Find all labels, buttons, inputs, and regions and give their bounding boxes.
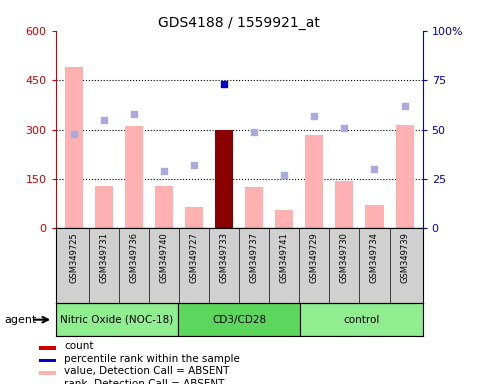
Point xyxy=(341,124,348,131)
Point xyxy=(190,162,198,168)
Text: GSM349731: GSM349731 xyxy=(99,232,108,283)
Text: GSM349729: GSM349729 xyxy=(310,232,319,283)
Bar xyxy=(39,359,56,362)
Text: GSM349725: GSM349725 xyxy=(69,232,78,283)
Bar xyxy=(396,125,413,228)
Text: percentile rank within the sample: percentile rank within the sample xyxy=(64,354,240,364)
Point xyxy=(130,111,138,117)
Text: rank, Detection Call = ABSENT: rank, Detection Call = ABSENT xyxy=(64,379,225,384)
Point xyxy=(401,103,409,109)
Text: Nitric Oxide (NOC-18): Nitric Oxide (NOC-18) xyxy=(60,314,173,325)
Text: GSM349740: GSM349740 xyxy=(159,232,169,283)
Bar xyxy=(366,205,384,228)
Text: GSM349734: GSM349734 xyxy=(370,232,379,283)
Point xyxy=(311,113,318,119)
Bar xyxy=(300,303,423,336)
Bar xyxy=(39,371,56,374)
Title: GDS4188 / 1559921_at: GDS4188 / 1559921_at xyxy=(158,16,320,30)
Bar xyxy=(305,134,323,228)
Point xyxy=(250,129,258,135)
Bar xyxy=(125,126,143,228)
Text: GSM349736: GSM349736 xyxy=(129,232,138,283)
Bar xyxy=(56,303,178,336)
Text: value, Detection Call = ABSENT: value, Detection Call = ABSENT xyxy=(64,366,229,376)
Point xyxy=(370,166,378,172)
Bar xyxy=(39,346,56,349)
Text: agent: agent xyxy=(5,314,37,325)
Bar xyxy=(275,210,293,228)
Text: GSM349727: GSM349727 xyxy=(189,232,199,283)
Point xyxy=(100,117,108,123)
Bar xyxy=(95,185,113,228)
Point xyxy=(220,81,228,87)
Text: GSM349730: GSM349730 xyxy=(340,232,349,283)
Bar xyxy=(335,181,354,228)
Text: control: control xyxy=(343,314,380,325)
Text: CD3/CD28: CD3/CD28 xyxy=(212,314,266,325)
Point xyxy=(160,168,168,174)
Bar xyxy=(185,207,203,228)
Bar xyxy=(215,129,233,228)
Text: GSM349741: GSM349741 xyxy=(280,232,289,283)
Point xyxy=(280,172,288,178)
Bar xyxy=(245,187,263,228)
Bar xyxy=(178,303,300,336)
Text: GSM349739: GSM349739 xyxy=(400,232,409,283)
Bar xyxy=(155,185,173,228)
Text: GSM349737: GSM349737 xyxy=(250,232,258,283)
Point xyxy=(70,131,77,137)
Bar xyxy=(65,67,83,228)
Text: GSM349733: GSM349733 xyxy=(220,232,228,283)
Text: count: count xyxy=(64,341,94,351)
